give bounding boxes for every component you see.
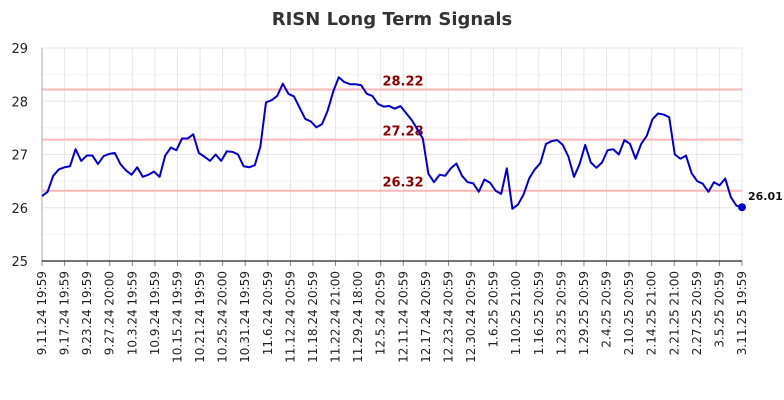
y-tick-label: 25: [11, 255, 28, 270]
x-tick-label: 9.11.24 19:59: [35, 271, 49, 355]
y-tick-label: 26: [11, 202, 28, 217]
y-tick-label: 27: [11, 149, 28, 164]
x-tick-label: 2.4.25 20:59: [600, 271, 614, 348]
x-tick-label: 2.27.25 20:59: [690, 271, 704, 355]
x-tick-label: 1.16.25 20:59: [532, 271, 546, 355]
x-tick-label: 3.11.25 19:59: [735, 271, 749, 355]
x-tick-labels: 9.11.24 19:59 9.17.24 19:59 9.23.24 19:59 9…: [35, 271, 749, 363]
x-tick-label: 2.10.25 20:59: [622, 271, 636, 355]
x-tick-label: 1.6.25 20:59: [487, 271, 501, 348]
chart-title: RISN Long Term Signals: [272, 9, 513, 30]
x-tick-label: 11.12.24 20:59: [283, 271, 297, 363]
last-point-marker: [738, 203, 746, 212]
series: 26.01: [41, 76, 783, 212]
x-tick-label: 10.15.24 19:59: [170, 271, 184, 363]
x-tick-label: 1.10.25 21:00: [509, 271, 523, 355]
x-tick-label: 9.23.24 19:59: [80, 271, 94, 355]
x-tick-label: 12.5.24 20:59: [374, 271, 388, 355]
x-tick-label: 10.21.24 19:59: [193, 271, 207, 363]
y-tick-label: 28: [11, 95, 28, 110]
x-tick-label: 3.5.25 20:59: [712, 271, 726, 348]
x-tick-label: 12.30.24 20:59: [464, 271, 478, 363]
series-line: [41, 76, 743, 210]
x-tick-label: 11.6.24 20:59: [261, 271, 275, 355]
x-tick-label: 11.22.24 21:00: [329, 271, 343, 363]
x-tick-label: 1.29.25 20:59: [577, 271, 591, 355]
x-tick-label: 12.17.24 20:59: [419, 271, 433, 363]
x-tick-label: 10.25.24 20:00: [216, 271, 230, 363]
x-tick-label: 11.18.24 20:59: [306, 271, 320, 363]
x-tick-label: 2.14.25 21:00: [645, 271, 659, 355]
x-tick-label: 10.31.24 19:59: [238, 271, 252, 363]
x-tick-label: 9.27.24 20:00: [103, 271, 117, 355]
signal-label: 26.32: [382, 176, 423, 191]
last-value-label: 26.01: [748, 190, 783, 203]
signal-label: 28.22: [382, 75, 423, 90]
x-tick-label: 9.17.24 19:59: [58, 271, 72, 355]
x-tick-label: 1.23.25 20:59: [554, 271, 568, 355]
y-tick-label: 29: [11, 42, 28, 57]
x-tick-label: 2.21.25 21:00: [667, 271, 681, 355]
x-tick-label: 12.11.24 20:59: [396, 271, 410, 363]
axes: [41, 48, 742, 262]
x-tick-label: 11.29.24 18:00: [351, 271, 365, 363]
x-tick-label: 10.3.24 19:59: [125, 271, 139, 355]
x-tick-label: 12.23.24 20:59: [441, 271, 455, 363]
y-tick-labels: 25 26 27 28 29: [11, 42, 28, 270]
x-tick-label: 10.9.24 19:59: [148, 271, 162, 355]
signal-label: 27.28: [382, 125, 423, 140]
